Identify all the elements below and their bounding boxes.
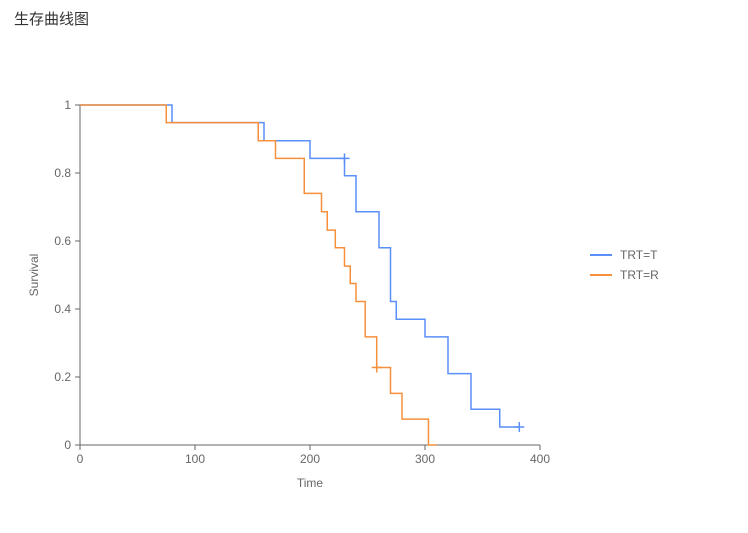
x-tick-label: 200 bbox=[300, 452, 320, 466]
series-T bbox=[80, 105, 519, 427]
x-tick-label: 100 bbox=[185, 452, 205, 466]
x-tick-label: 400 bbox=[530, 452, 550, 466]
chart-svg: 0 100 200 300 400 0 0.2 0.4 0.6 0.8 1 Time Survival T… bbox=[0, 0, 748, 533]
x-axis-label: Time bbox=[297, 476, 324, 490]
survival-chart: 0 100 200 300 400 0 0.2 0.4 0.6 0.8 1 Time Survival T… bbox=[0, 0, 748, 533]
y-tick-label: 1 bbox=[64, 98, 71, 112]
y-tick-label: 0.2 bbox=[54, 370, 71, 384]
x-tick-label: 300 bbox=[415, 452, 435, 466]
legend-label: TRT=T bbox=[620, 248, 658, 262]
y-tick-label: 0.4 bbox=[54, 302, 71, 316]
y-axis-label: Survival bbox=[27, 254, 41, 297]
series-R bbox=[80, 105, 437, 445]
y-tick-label: 0.6 bbox=[54, 234, 71, 248]
y-tick-label: 0 bbox=[64, 438, 71, 452]
x-tick-label: 0 bbox=[77, 452, 84, 466]
legend-label: TRT=R bbox=[620, 268, 659, 282]
y-tick-label: 0.8 bbox=[54, 166, 71, 180]
